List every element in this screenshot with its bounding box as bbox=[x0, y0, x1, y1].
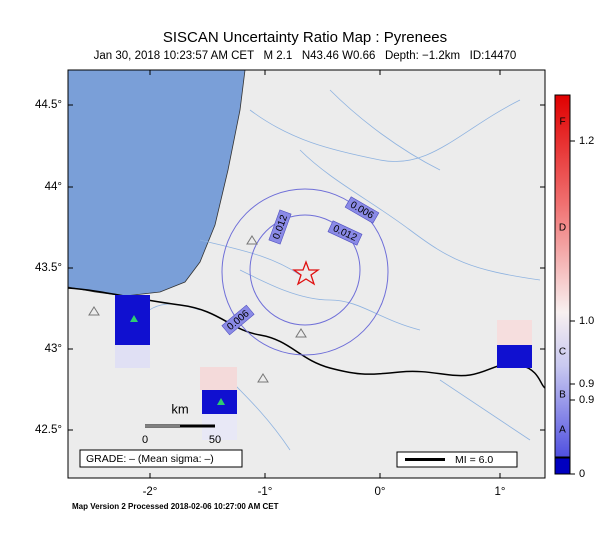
footer: Map Version 2 Processed 2018-02-06 10:27… bbox=[72, 502, 279, 511]
mi-box bbox=[396, 451, 518, 468]
colorbar-label: 1.2 bbox=[579, 135, 594, 147]
lat-label: 42.5° bbox=[35, 424, 62, 436]
lat-label: 44.5° bbox=[35, 99, 62, 111]
epicenter bbox=[291, 260, 321, 286]
scale-bar: km 0 50 bbox=[142, 401, 221, 445]
lat-label: 43° bbox=[45, 343, 62, 355]
contour-label-box bbox=[344, 196, 380, 224]
lon-label: 0° bbox=[375, 486, 386, 498]
colorbar-label: 1.0 bbox=[579, 315, 594, 327]
scale-unit: km bbox=[171, 401, 188, 416]
colorbar-label: 0.9 bbox=[579, 378, 594, 390]
stations bbox=[88, 235, 307, 405]
lon-label: 1° bbox=[495, 486, 506, 498]
colorbar-label: 0 bbox=[579, 468, 585, 480]
title: SISCAN Uncertainty Ratio Map : Pyrenees bbox=[163, 29, 447, 46]
colorbar bbox=[554, 94, 571, 458]
scale-label: 0 bbox=[142, 434, 148, 446]
lon-label: -1° bbox=[258, 486, 273, 498]
contour-label-box bbox=[327, 220, 363, 246]
grade-letter: B bbox=[559, 390, 566, 401]
grade-letter: C bbox=[559, 347, 566, 358]
lon-label: -2° bbox=[143, 486, 158, 498]
map-area bbox=[68, 70, 545, 478]
grade: GRADE: – (Mean sigma: –) bbox=[86, 453, 214, 465]
subtitle: Jan 30, 2018 10:23:57 AM CET M 2.1 N43.4… bbox=[94, 50, 517, 62]
scale-label: 50 bbox=[209, 434, 221, 446]
map-frame bbox=[67, 69, 546, 479]
colorbar-zero bbox=[554, 457, 571, 475]
lat-label: 43.5° bbox=[35, 262, 62, 274]
lat-label: 44° bbox=[45, 181, 62, 193]
contour-label-box bbox=[268, 209, 292, 245]
grade-letter: F bbox=[559, 117, 565, 128]
contours bbox=[221, 188, 389, 356]
mi: MI = 6.0 bbox=[455, 454, 493, 466]
contour-label-box bbox=[221, 304, 255, 336]
grade-box bbox=[79, 449, 243, 468]
grade-letter: D bbox=[559, 223, 566, 234]
grade-letter: A bbox=[559, 425, 566, 436]
colorbar-label: 0.9 bbox=[579, 394, 594, 406]
